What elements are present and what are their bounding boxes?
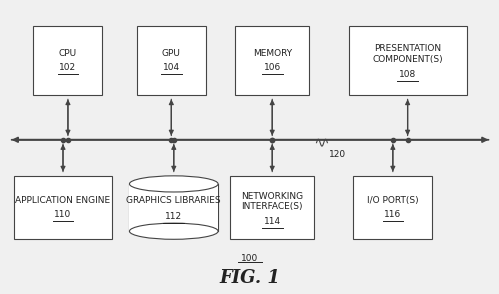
Text: COMPONENT(S): COMPONENT(S) (372, 55, 443, 64)
Text: I/O PORT(S): I/O PORT(S) (367, 196, 419, 205)
FancyBboxPatch shape (348, 26, 467, 95)
Text: NETWORKING: NETWORKING (241, 191, 303, 201)
Text: 120: 120 (329, 150, 346, 159)
FancyBboxPatch shape (137, 26, 206, 95)
Text: 106: 106 (263, 63, 281, 72)
Text: INTERFACE(S): INTERFACE(S) (242, 203, 303, 211)
Text: FIG. 1: FIG. 1 (220, 269, 280, 287)
Ellipse shape (129, 223, 218, 239)
Text: CPU: CPU (59, 49, 77, 58)
FancyBboxPatch shape (231, 176, 314, 239)
Text: 112: 112 (165, 212, 182, 221)
FancyBboxPatch shape (129, 184, 218, 231)
Text: MEMORY: MEMORY (252, 49, 292, 58)
Text: APPLICATION ENGINE: APPLICATION ENGINE (15, 196, 111, 205)
Text: 114: 114 (263, 218, 281, 226)
FancyBboxPatch shape (33, 26, 102, 95)
Text: PRESENTATION: PRESENTATION (374, 44, 441, 54)
Text: 100: 100 (242, 253, 258, 263)
Text: GRAPHICS LIBRARIES: GRAPHICS LIBRARIES (126, 196, 221, 205)
Text: GPU: GPU (162, 49, 181, 58)
Text: 104: 104 (163, 63, 180, 72)
Ellipse shape (129, 176, 218, 192)
Text: 116: 116 (384, 210, 402, 219)
Text: 108: 108 (399, 70, 416, 79)
Text: 110: 110 (54, 210, 72, 219)
Text: 102: 102 (59, 63, 76, 72)
FancyBboxPatch shape (236, 26, 309, 95)
FancyBboxPatch shape (353, 176, 432, 239)
FancyBboxPatch shape (14, 176, 112, 239)
